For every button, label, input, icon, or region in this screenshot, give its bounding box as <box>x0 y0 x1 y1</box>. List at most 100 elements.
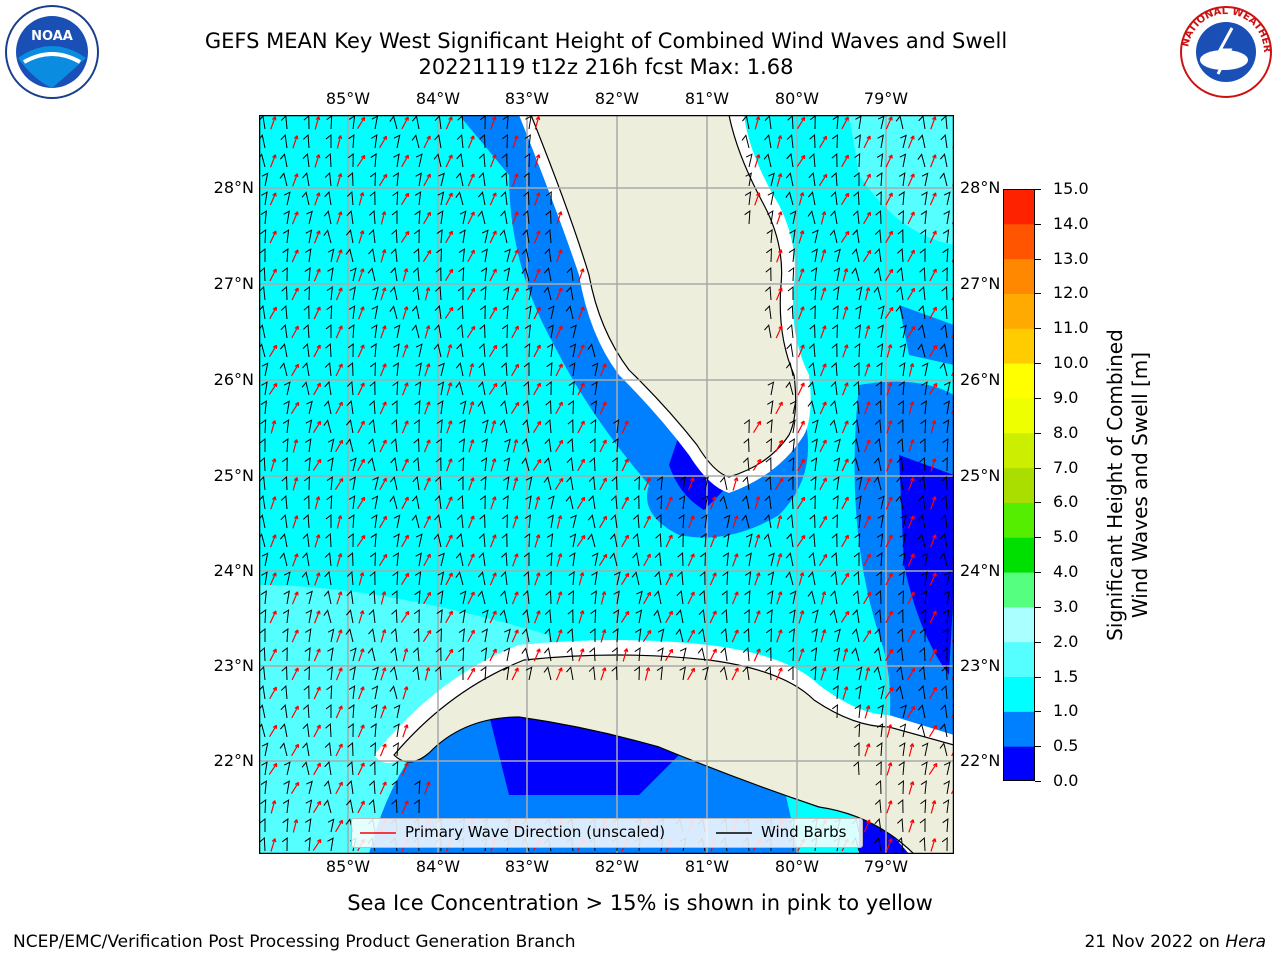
legend-wave-label: Primary Wave Direction (unscaled) <box>405 823 666 841</box>
wave-arrow <box>908 743 915 757</box>
colorbar-tick-label: 15.0 <box>1053 179 1089 198</box>
wind-barb <box>433 533 442 548</box>
wind-barb <box>612 438 619 453</box>
wind-barb <box>831 152 838 168</box>
wind-barb <box>261 381 268 396</box>
wind-barb <box>349 476 356 491</box>
wave-arrow <box>842 686 849 700</box>
wave-arrow <box>357 306 365 320</box>
wave-arrow <box>929 268 937 282</box>
wind-barb <box>807 400 816 415</box>
wave-arrow <box>798 572 805 586</box>
wave-arrow <box>291 363 299 377</box>
wave-arrow <box>842 268 849 282</box>
wind-barb <box>525 286 533 301</box>
wind-barb <box>610 514 618 529</box>
wave-arrow <box>400 572 410 586</box>
wave-arrow <box>665 572 673 586</box>
wave-arrow <box>930 800 937 814</box>
wind-barb <box>457 304 464 320</box>
wind-barb <box>303 133 310 149</box>
wave-arrow <box>270 458 277 472</box>
wave-arrow <box>401 534 409 548</box>
wind-barb <box>896 837 904 852</box>
wind-barb <box>547 324 554 339</box>
wind-barb <box>523 190 530 206</box>
wind-barb <box>653 590 662 605</box>
wind-barb <box>611 646 618 662</box>
wave-arrow <box>776 249 783 263</box>
wave-arrow <box>379 743 387 757</box>
wave-arrow <box>357 458 365 472</box>
wave-arrow <box>533 306 541 320</box>
wind-barb <box>457 285 464 300</box>
wave-arrow <box>556 211 563 225</box>
wave-arrow <box>820 591 827 605</box>
wave-arrow <box>929 230 937 244</box>
wind-barb <box>524 533 531 548</box>
wind-barb <box>324 761 332 776</box>
wave-arrow <box>445 154 453 168</box>
wind-barb <box>371 685 379 700</box>
wind-barb <box>919 817 926 832</box>
wind-barb <box>415 362 422 377</box>
wind-barb <box>282 419 290 434</box>
wind-barb <box>280 514 288 529</box>
wind-barb <box>896 476 904 491</box>
wind-barb <box>833 476 840 491</box>
wave-arrow <box>358 648 365 662</box>
wind-barb <box>503 476 510 491</box>
wind-barb <box>918 495 926 510</box>
wind-barb <box>918 665 926 681</box>
wind-barb <box>873 666 882 681</box>
wave-arrow <box>776 211 783 225</box>
wind-barb <box>634 665 640 681</box>
wind-barb <box>873 457 882 472</box>
wave-arrow <box>358 230 365 244</box>
wave-arrow <box>776 173 783 187</box>
wind-barb <box>301 571 310 586</box>
wind-barb <box>459 229 466 244</box>
wind-barb <box>920 419 927 434</box>
wind-barb <box>525 495 532 510</box>
wind-barb <box>654 551 662 567</box>
wind-barb <box>587 343 596 358</box>
wind-barb <box>501 152 508 168</box>
wind-barb <box>503 457 511 472</box>
wind-barb <box>305 248 312 263</box>
wind-barb <box>917 134 926 149</box>
wind-barb <box>370 361 376 377</box>
wind-barb <box>832 685 839 700</box>
wave-arrow <box>818 553 828 566</box>
wind-barb <box>877 685 885 700</box>
wave-arrow <box>908 781 915 795</box>
wind-barb <box>458 647 465 662</box>
wave-arrow <box>468 439 475 453</box>
wind-barb <box>744 210 751 225</box>
wave-arrow <box>907 553 915 567</box>
wind-barb <box>873 476 882 491</box>
wave-arrow <box>929 192 937 206</box>
wind-barb <box>459 609 466 624</box>
wave-arrow <box>599 477 607 491</box>
wind-barb <box>282 609 290 624</box>
wave-arrow <box>796 496 806 510</box>
wave-arrow <box>798 230 805 244</box>
wind-barb <box>415 172 422 187</box>
colorbar-tick-label: 11.0 <box>1053 318 1089 338</box>
wave-arrow <box>467 591 475 605</box>
wave-arrow <box>884 268 894 282</box>
wind-barb <box>477 400 486 415</box>
wind-barb <box>741 134 750 149</box>
wind-barb <box>831 361 838 377</box>
wind-barb <box>370 551 376 567</box>
wind-barb <box>327 837 334 852</box>
wind-barb <box>700 551 706 567</box>
wave-arrow <box>534 154 541 168</box>
wave-arrow <box>643 515 651 529</box>
wind-barb <box>349 457 357 472</box>
wind-barb <box>327 248 335 263</box>
wind-barb <box>833 267 841 282</box>
wave-arrow <box>335 363 343 377</box>
wind-barb <box>481 419 489 434</box>
